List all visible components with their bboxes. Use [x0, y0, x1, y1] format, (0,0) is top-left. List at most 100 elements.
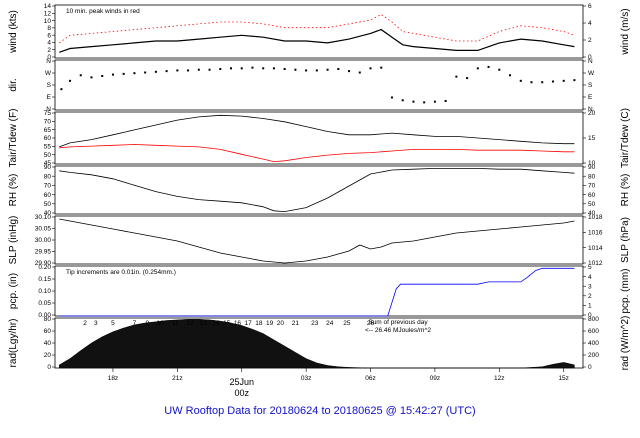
dir-left-tick-label: W [45, 70, 52, 77]
x-tick-label: 09z [430, 375, 440, 382]
pcp-right-tick-label: 4 [588, 274, 592, 281]
dir-point [197, 68, 200, 71]
pcp-left-tick-label: 0.05 [38, 300, 51, 307]
dir-point [519, 79, 522, 82]
slp-right-tick-label: 1016 [588, 230, 603, 237]
dir-point [219, 68, 222, 71]
wind-right-tick-label: 2 [588, 37, 592, 44]
dir-point [455, 75, 458, 78]
dir-point [111, 73, 114, 76]
rh-left-tick-label: 70 [44, 183, 52, 190]
pcp-right-tick-label: 0 [588, 312, 592, 319]
rh-series-0 [59, 168, 575, 213]
dir-point [176, 69, 179, 72]
rad-sum-annotation: Sum of previous day [368, 319, 428, 326]
wind-annotation: 10 min. peak winds in red [66, 8, 140, 15]
rad-hour-label: 3 [94, 320, 98, 327]
wind-right-tick-label: 0 [588, 54, 592, 61]
dir-point [380, 66, 383, 69]
dir-point [79, 74, 82, 77]
dir-left-tick-label: N [46, 58, 51, 65]
dir-point [466, 77, 469, 80]
dir-point [230, 67, 232, 70]
dir-point [69, 79, 72, 82]
dir-point [262, 67, 265, 70]
temp-left-tick-label: 75 [44, 110, 52, 117]
wind-frame [54, 4, 584, 59]
panel-pcp: pcp. (in) pcp. (mm) 0.00 0.05 0.10 0.15 0.20 0 1… [8, 264, 631, 319]
rh-left-tick-label: 80 [44, 173, 52, 180]
pcp-right-tick-label: 5 [588, 264, 592, 271]
rad-hour-label: 26 [367, 320, 375, 327]
dir-point [401, 99, 404, 102]
rh-ylabel-left: RH (%) [8, 174, 19, 207]
wind-left-tick-label: 10 [44, 18, 52, 25]
pcp-series-0 [59, 267, 575, 317]
temp-left-tick-label: 60 [44, 135, 52, 142]
rad-right-tick-label: 0 [588, 364, 592, 371]
rh-left-tick-label: 40 [44, 210, 52, 217]
slp-left-tick-label: 29.90 [35, 260, 52, 267]
panel-rad: rad(Lgy/hr) rad (W/m^2)020406080020040060… [8, 316, 631, 372]
slp-series-0 [59, 218, 575, 264]
rad-sum-annotation: <-- 26.46 MJoules/m^2 [365, 327, 431, 334]
wind-series-0 [59, 28, 575, 53]
dir-point [337, 68, 340, 71]
pcp-left-tick-label: 0.15 [38, 276, 51, 283]
dir-point [412, 100, 415, 103]
pcp-annotation: Tip increments are 0.01in. (0.254mm.) [66, 269, 176, 276]
dir-point [144, 71, 147, 74]
rad-ylabel-left: rad(Lgy/hr) [8, 319, 19, 368]
wind-right-tick-label: 4 [588, 20, 592, 27]
pcp-left-tick-label: 0.00 [38, 312, 51, 319]
dir-point [358, 71, 361, 74]
wind-left-tick-label: 6 [47, 32, 51, 39]
rad-area [59, 319, 575, 369]
x-tick-label: 00z [234, 388, 249, 398]
rad-hour-label: 8 [145, 320, 149, 327]
rad-hour-label: 23 [311, 320, 319, 327]
dir-point [60, 88, 63, 91]
rh-right-tick-label: 40 [588, 210, 596, 217]
rh-left-tick-label: 90 [44, 164, 52, 171]
x-tick-label: 15z [558, 375, 568, 382]
temp-left-tick-label: 50 [44, 152, 52, 159]
panel-slp: SLP (inHg) SLP (hPa) 29.90 29.95 30.00 30.05 3… [8, 214, 631, 267]
rh-right-tick-label: 70 [588, 183, 596, 190]
x-tick-label: 03z [301, 375, 311, 382]
dir-right-tick-label: N [588, 106, 593, 113]
pcp-ylabel-right: pcp. (mm) [620, 269, 631, 314]
rad-left-tick-label: 60 [44, 328, 52, 335]
temp-ylabel-right: Tair/Tdew (C) [620, 108, 631, 168]
temp-ylabel-left: Tair/Tdew (F) [8, 109, 19, 168]
dir-point [305, 69, 308, 72]
footer-title: UW Rooftop Data for 20180624 to 20180625… [164, 405, 476, 417]
dir-point [326, 68, 329, 71]
dir-point [433, 100, 436, 103]
rad-hour-label: 10 [157, 320, 165, 327]
rad-hour-label: 25 [343, 320, 351, 327]
dir-point [187, 69, 190, 72]
dir-point [476, 67, 479, 70]
wind-ylabel-left: wind (kts) [8, 10, 19, 54]
pcp-left-tick-label: 0.10 [38, 288, 51, 295]
dir-point [541, 81, 544, 84]
dir-point [154, 70, 157, 73]
rad-left-tick-label: 0 [47, 364, 51, 371]
rh-right-tick-label: 80 [588, 173, 596, 180]
rad-hour-label: 19 [266, 320, 274, 327]
rh-left-tick-label: 60 [44, 192, 52, 199]
wind-left-tick-label: 12 [44, 10, 52, 17]
dir-point [294, 68, 297, 71]
wind-left-tick-label: 4 [47, 40, 51, 47]
pcp-ylabel-left: pcp. (in) [8, 273, 19, 309]
dir-left-tick-label: N [46, 106, 51, 113]
dir-right-tick-label: N [588, 58, 593, 65]
rad-hour-label: 5 [111, 320, 115, 327]
rad-left-tick-label: 80 [44, 316, 52, 323]
slp-ylabel-left: SLP (inHg) [8, 216, 19, 265]
dir-left-tick-label: S [47, 82, 52, 89]
